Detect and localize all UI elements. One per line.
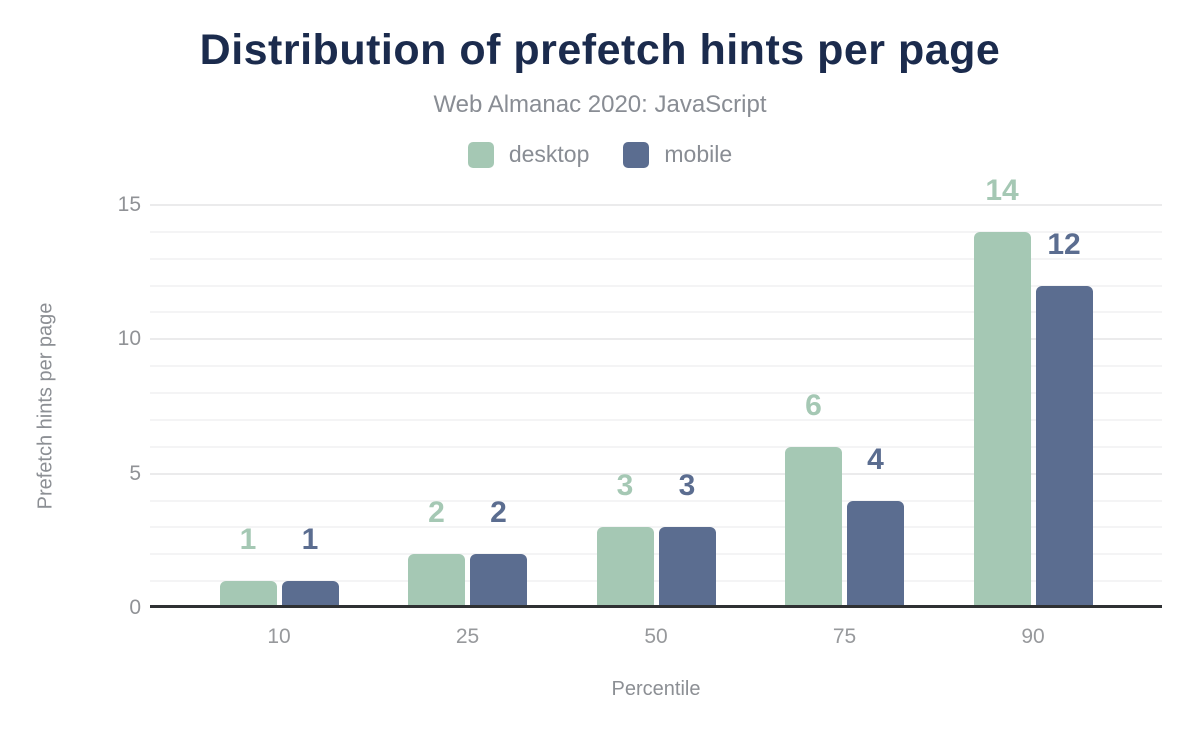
legend-label-mobile: mobile: [664, 141, 733, 167]
x-tick-label-p90: 90: [1021, 625, 1045, 648]
value-label-desktop-p75: 6: [805, 388, 822, 422]
value-label-mobile-p50: 3: [678, 469, 696, 503]
bar-group-p75: 6 4 75: [785, 205, 904, 648]
major-gridline: [150, 338, 1162, 341]
x-tick-label-p10: 10: [267, 625, 291, 648]
bar-desktop-p25: 2: [408, 498, 465, 608]
chart-title: Distribution of prefetch hints per page: [199, 26, 1001, 74]
major-gridline: [150, 472, 1162, 475]
bar-fill: [596, 527, 654, 608]
minor-gridline: [150, 553, 1162, 556]
x-tick-label-p50: 50: [644, 625, 668, 648]
bar-group-p25: 2 2 25: [408, 205, 527, 648]
value-label-mobile-p90: 12: [1047, 227, 1081, 261]
y-tick-label: 10: [117, 327, 141, 351]
value-label-mobile-p75: 4: [867, 442, 884, 476]
bar-fill: [658, 527, 716, 608]
minor-gridline: [150, 499, 1162, 502]
bar-fill: [847, 500, 904, 608]
value-label-desktop-p50: 3: [616, 469, 634, 503]
major-gridline: [150, 204, 1162, 206]
minor-gridline: [150, 392, 1162, 395]
y-tick-label: 5: [129, 461, 141, 485]
bar-fill: [1035, 285, 1093, 608]
plot-area: 1 1 10 2 2 25 3 3 50 6 4 75 14 12 90: [150, 175, 1162, 648]
desktop-swatch-icon: [467, 141, 494, 168]
bar-fill: [973, 231, 1031, 608]
minor-gridline: [150, 418, 1162, 421]
chart-legend: desktop mobile: [0, 141, 1200, 168]
legend-item-mobile: mobile: [623, 141, 732, 168]
value-label-mobile-p10: 1: [301, 523, 319, 557]
value-label-desktop-p25: 2: [428, 496, 445, 530]
minor-gridline: [150, 580, 1162, 583]
bar-mobile-p90: 12: [1035, 229, 1093, 608]
bar-desktop-p75: 6: [785, 390, 842, 608]
x-axis-title: Percentile: [611, 678, 701, 700]
x-axis-line: [150, 605, 1162, 608]
bar-mobile-p75: 4: [847, 444, 904, 608]
bars-layer: 1 1 10 2 2 25 3 3 50 6 4 75 14 12 90: [150, 175, 1162, 648]
minor-gridline: [150, 365, 1162, 368]
legend-label-desktop: desktop: [508, 141, 590, 167]
value-label-mobile-p25: 2: [490, 496, 507, 530]
chart-subtitle: Web Almanac 2020: JavaScript: [433, 91, 767, 118]
bar-mobile-p50: 3: [658, 471, 716, 608]
y-axis-ticks: 0 5 10 15: [0, 193, 141, 619]
mobile-swatch-icon: [623, 141, 650, 168]
bar-desktop-p10: 1: [219, 525, 277, 608]
bar-mobile-p10: 1: [281, 525, 339, 608]
bar-fill: [470, 554, 527, 608]
bar-desktop-p90: 14: [973, 175, 1031, 608]
minor-gridline: [150, 257, 1162, 260]
value-label-desktop-p90: 14: [985, 173, 1019, 207]
y-tick-label: 15: [117, 193, 141, 216]
bar-fill: [219, 581, 277, 608]
value-label-desktop-p10: 1: [239, 523, 257, 557]
minor-gridline: [150, 284, 1162, 287]
bar-desktop-p50: 3: [596, 471, 654, 608]
x-tick-label-p75: 75: [832, 625, 857, 648]
bar-group-p10: 1 1 10: [219, 205, 339, 648]
bar-fill: [785, 446, 842, 608]
legend-item-desktop: desktop: [467, 141, 590, 168]
minor-gridline: [150, 445, 1162, 448]
bar-fill: [281, 581, 339, 608]
minor-gridline: [150, 526, 1162, 529]
y-tick-label: 0: [129, 596, 141, 619]
bar-group-p50: 3 3 50: [596, 205, 716, 648]
x-tick-label-p25: 25: [455, 625, 480, 648]
minor-gridline: [150, 311, 1162, 314]
bar-fill: [408, 554, 465, 608]
bar-mobile-p25: 2: [470, 498, 527, 608]
bar-group-p90: 14 12 90: [973, 175, 1093, 648]
minor-gridline: [150, 230, 1162, 233]
